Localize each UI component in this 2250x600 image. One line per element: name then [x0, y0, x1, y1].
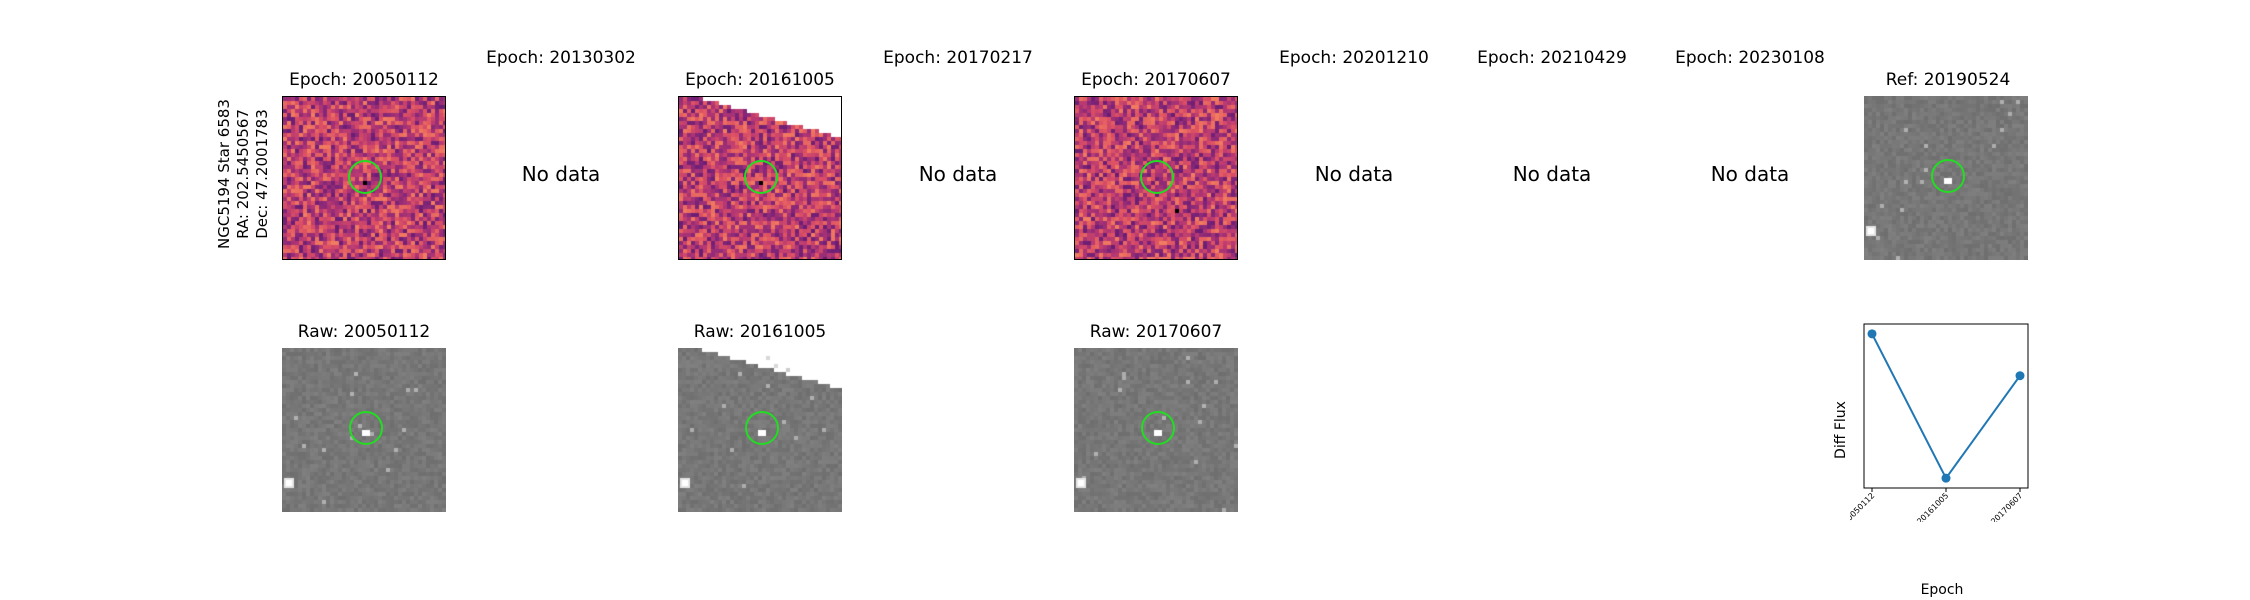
chart-xlabel: Epoch [1920, 582, 1964, 598]
chart-ylabel-text: Diff Flux [1833, 401, 1849, 459]
no-data-2: No data [521, 162, 601, 186]
reference-title: Ref: 20190524 [1885, 70, 2011, 90]
diff-image-3-pixels [1075, 97, 1237, 259]
epoch-title-4: Epoch: 20170217 [883, 48, 1033, 68]
no-data-6: No data [1314, 162, 1394, 186]
aperture-circle-icon [744, 160, 778, 194]
aperture-circle-icon [1141, 411, 1175, 445]
epoch-title-7: Epoch: 20210429 [1477, 48, 1627, 68]
star-name: NGC5194 Star 6583 [215, 99, 233, 249]
aperture-circle-icon [1140, 160, 1174, 194]
series-line [1871, 333, 2021, 481]
epoch-title-6: Epoch: 20201210 [1279, 48, 1429, 68]
raw-image-2-pixels [678, 348, 842, 512]
raw-title-3: Raw: 20170607 [1089, 322, 1223, 342]
diff-image-2-pixels [679, 97, 841, 259]
data-point [1941, 473, 1951, 483]
raw-image-1-pixels [282, 348, 446, 512]
epoch-title-1: Epoch: 20050112 [289, 70, 439, 90]
star-dec: Dec: 47.2001783 [253, 109, 271, 239]
data-point [2015, 371, 2025, 381]
raw-title-2: Raw: 20161005 [693, 322, 827, 342]
epoch-title-5: Epoch: 20170607 [1081, 70, 1231, 90]
epoch-title-2: Epoch: 20130302 [486, 48, 636, 68]
aperture-circle-icon [1931, 159, 1965, 193]
x-tick-label: 20050112 [1850, 491, 1876, 522]
no-data-8: No data [1710, 162, 1790, 186]
chart-frame [1863, 323, 2029, 489]
star-info-label: NGC5194 Star 6583 RA: 202.5450567 Dec: 4… [215, 92, 275, 256]
aperture-circle-icon [349, 411, 383, 445]
x-tick-label: 20161005 [1915, 491, 1950, 522]
epoch-title-8: Epoch: 20230108 [1675, 48, 1825, 68]
star-ra: RA: 202.5450567 [234, 109, 252, 239]
reference-image [1864, 96, 2028, 260]
diff-image-2 [678, 96, 842, 260]
diff-image-1-pixels [283, 97, 445, 259]
raw-image-3-pixels [1074, 348, 1238, 512]
raw-image-1 [282, 348, 446, 512]
diff-image-3 [1074, 96, 1238, 260]
raw-image-2 [678, 348, 842, 512]
reference-image-pixels [1864, 96, 2028, 260]
no-data-4: No data [918, 162, 998, 186]
aperture-circle-icon [745, 411, 779, 445]
x-tick-label: 20170607 [1989, 491, 2024, 522]
no-data-7: No data [1512, 162, 1592, 186]
raw-title-1: Raw: 20050112 [297, 322, 431, 342]
data-point [1867, 329, 1877, 339]
raw-image-3 [1074, 348, 1238, 512]
diff-image-1 [282, 96, 446, 260]
light-curve-chart: 20050112 20161005 20170607 [1850, 323, 2029, 522]
epoch-title-3: Epoch: 20161005 [685, 70, 835, 90]
aperture-circle-icon [348, 160, 382, 194]
